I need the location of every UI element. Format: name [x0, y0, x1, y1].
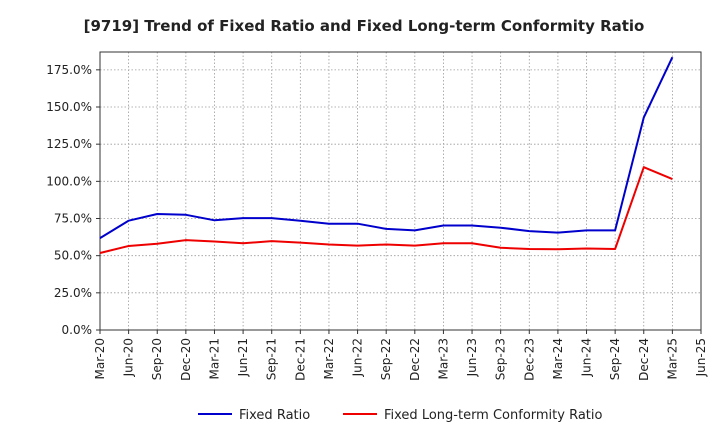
legend-label-fixed-long-term-conformity-ratio: Fixed Long-term Conformity Ratio [384, 408, 603, 423]
legend: Fixed Ratio Fixed Long-term Conformity R… [198, 408, 603, 423]
axes: Mar-20 Jun-20 Sep-20 Dec-20 Mar-21 Jun-21 Sep-… [46, 51, 708, 381]
x-tick-label: Sep-22 [379, 338, 393, 380]
series-line-fixed-long-term-conformity-ratio [99, 166, 673, 254]
y-tick-label: 75.0% [54, 212, 92, 226]
chart-title: [9719] Trend of Fixed Ratio and Fixed Lo… [84, 17, 645, 35]
x-tick-label: Mar-22 [322, 338, 336, 379]
series-line-fixed-ratio [99, 56, 674, 239]
legend-label-fixed-ratio: Fixed Ratio [239, 408, 310, 423]
x-tick-label: Dec-22 [408, 338, 422, 381]
x-tick-label: Dec-23 [522, 338, 536, 381]
x-tick-label: Mar-20 [93, 338, 107, 379]
x-tick-label: Sep-21 [265, 338, 279, 380]
y-tick-label: 100.0% [46, 174, 92, 188]
x-tick-label: Dec-24 [637, 338, 651, 381]
x-tick-label: Jun-22 [351, 338, 365, 377]
x-tick-label: Mar-25 [665, 338, 679, 379]
y-tick-label: 150.0% [46, 100, 92, 114]
y-tick-label: 0.0% [62, 323, 93, 337]
x-tick-label: Sep-24 [608, 338, 622, 380]
x-tick-label: Mar-23 [436, 338, 450, 379]
x-tick-label: Mar-21 [207, 338, 221, 379]
grid [99, 52, 702, 331]
x-tick-label: Jun-24 [580, 338, 594, 377]
series [99, 56, 674, 254]
x-tick-label: Sep-23 [494, 338, 508, 380]
x-tick-label: Jun-21 [236, 338, 250, 377]
x-tick-label: Sep-20 [150, 338, 164, 380]
x-tick-label: Jun-20 [122, 338, 136, 377]
y-tick-label: 125.0% [46, 137, 92, 151]
x-tick-label: Mar-24 [551, 338, 565, 379]
x-tick-label: Jun-23 [465, 338, 479, 377]
y-tick-label: 50.0% [54, 249, 92, 263]
x-tick-label: Dec-20 [179, 338, 193, 381]
x-tick-label: Jun-25 [694, 338, 708, 377]
y-tick-label: 25.0% [54, 286, 92, 300]
y-tick-label: 175.0% [46, 63, 92, 77]
plot-frame [99, 51, 702, 331]
x-tick-label: Dec-21 [293, 338, 307, 381]
